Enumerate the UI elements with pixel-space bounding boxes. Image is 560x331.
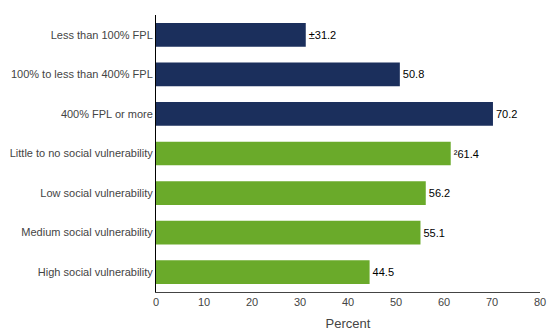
svg-text:20: 20 [246,296,258,308]
svg-text:60: 60 [438,296,450,308]
svg-text:±31.2: ±31.2 [309,29,336,41]
svg-text:44.5: 44.5 [373,266,394,278]
svg-text:70: 70 [486,296,498,308]
svg-text:40: 40 [342,296,354,308]
svg-text:Medium social vulnerability: Medium social vulnerability [21,226,153,238]
svg-text:0: 0 [153,296,159,308]
svg-text:100% to less than 400% FPL: 100% to less than 400% FPL [11,68,153,80]
svg-text:Less than 100% FPL: Less than 100% FPL [51,29,153,41]
svg-text:30: 30 [294,296,306,308]
svg-text:Low social vulnerability: Low social vulnerability [40,187,153,199]
svg-text:55.1: 55.1 [423,227,444,239]
svg-text:Percent: Percent [326,316,371,331]
svg-text:56.2: 56.2 [429,187,450,199]
svg-text:80: 80 [534,296,546,308]
svg-text:400% FPL or more: 400% FPL or more [61,108,153,120]
svg-text:70.2: 70.2 [496,108,517,120]
svg-text:²61.4: ²61.4 [454,148,479,160]
svg-text:High social vulnerability: High social vulnerability [38,266,153,278]
svg-text:Little to no social vulnerabil: Little to no social vulnerability [10,147,154,159]
svg-text:50: 50 [390,296,402,308]
svg-text:50.8: 50.8 [403,68,424,80]
svg-text:10: 10 [198,296,210,308]
